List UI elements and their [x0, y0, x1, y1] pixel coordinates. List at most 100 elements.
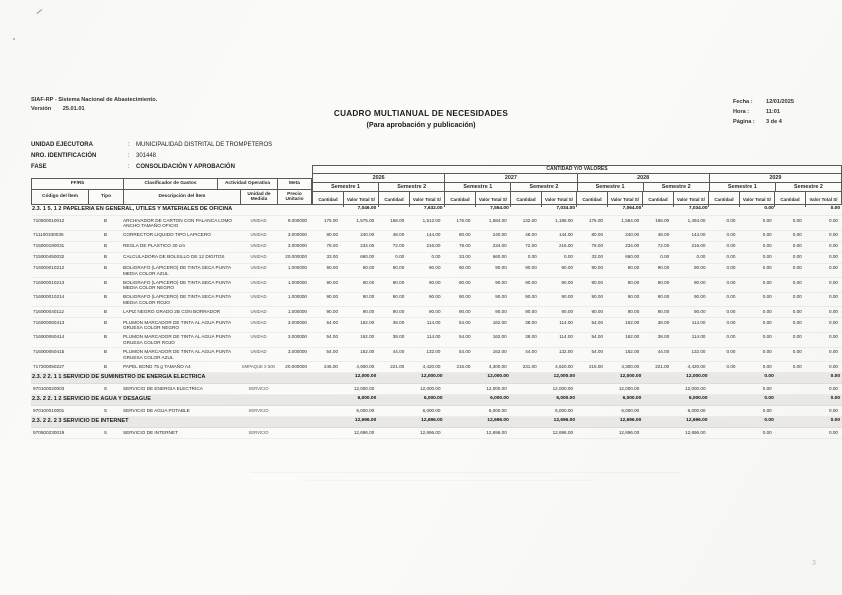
item-valor-cell: 0.00	[829, 349, 838, 355]
report-subtitle: (Para aprobación y publicación)	[366, 120, 476, 129]
item-cantidad-cell: 231.00	[522, 363, 537, 369]
item-valor-cell: 6,000.00	[621, 407, 640, 413]
item-description-cell: CORRECTOR LIQUIDO TIPO LAPICERO	[123, 232, 211, 238]
item-cantidad-cell: 90.00	[525, 265, 537, 271]
item-unidad-cell: SERVICIO	[248, 429, 269, 435]
section-valor-total-cell: 12,696.00	[619, 418, 642, 424]
item-cantidad-cell: 90.00	[657, 294, 670, 300]
item-cantidad-cell: 0.00	[792, 308, 802, 314]
year-header: 2029	[769, 175, 782, 181]
item-precio-cell: 9.000000	[287, 217, 307, 223]
item-cantidad-cell: 54.00	[459, 334, 471, 340]
item-cantidad-cell: 90.00	[591, 265, 604, 271]
section-valor-total-cell: 0.00	[764, 396, 774, 402]
item-cantidad-cell: 0.00	[726, 265, 736, 271]
item-valor-cell: 162.00	[492, 349, 507, 355]
section-valor-total-cell: 0.00	[830, 396, 840, 402]
item-cantidad-cell: 90.00	[392, 308, 405, 314]
item-valor-cell: 90.00	[627, 308, 640, 314]
item-valor-cell: 4,620.00	[555, 363, 573, 369]
header-tipo: Tipo	[89, 190, 124, 204]
item-valor-cell: 144.00	[558, 232, 573, 238]
item-cantidad-cell: 54.00	[326, 319, 339, 325]
item-cantidad-cell: 38.00	[392, 334, 405, 340]
item-cantidad-cell: 90.00	[657, 308, 670, 314]
section-valor-total-cell: 6,000.00	[688, 396, 708, 402]
item-valor-cell: 0.00	[762, 294, 772, 300]
cantidad-header: Cantidad	[379, 192, 410, 207]
item-cantidad-cell: 0.00	[792, 254, 802, 260]
item-code-cell: 711100330035	[33, 232, 64, 238]
item-valor-cell: 0.00	[762, 363, 772, 369]
item-cantidad-cell: 38.00	[525, 334, 537, 340]
item-tipo-cell: S	[103, 407, 108, 413]
item-valor-cell: 0.00	[829, 429, 838, 435]
item-cantidad-cell: 72.00	[525, 243, 537, 249]
year-header: 2026	[313, 174, 446, 182]
item-valor-cell: 1,575.00	[356, 217, 375, 223]
item-tipo-cell: B	[103, 243, 108, 249]
table-row: 970500230019 S SERVICIO DE INTERNET SERVICI…	[31, 428, 842, 440]
item-valor-cell: 90.00	[561, 308, 574, 314]
item-cantidad-cell: 48.00	[392, 232, 405, 238]
item-valor-cell: 6,000.00	[422, 407, 441, 413]
section-valor-total-cell: 6,000.00	[556, 396, 575, 402]
item-cantidad-cell: 0.00	[792, 363, 802, 369]
item-valor-cell: 90.00	[694, 294, 706, 300]
item-cantidad-cell: 221.00	[390, 363, 405, 369]
item-valor-cell: 0.00	[762, 308, 772, 314]
section-valor-total-cell: 7,034.00	[556, 206, 575, 211]
item-tipo-cell: B	[103, 217, 108, 223]
item-valor-cell: 1,494.00	[687, 217, 706, 223]
item-description-cell: SERVICIO DE AGUA POTABLE	[123, 407, 190, 413]
item-valor-cell: 234.00	[492, 243, 507, 249]
item-unidad-cell: UNIDAD	[250, 243, 267, 249]
item-valor-cell: 90.00	[495, 265, 507, 271]
app-name: SIAF-RP - Sistema Nacional de Abastecimi…	[31, 97, 158, 103]
item-valor-cell: 12,000.00	[420, 385, 441, 391]
section-valor-total-cell: 12,696.00	[354, 418, 377, 424]
header-meta: Meta	[289, 181, 300, 187]
field-colon: :	[128, 153, 130, 160]
item-valor-cell: 90.00	[429, 294, 441, 300]
cantidad-header: Cantidad	[775, 192, 806, 207]
item-description-cell: CALCULADORA DE BOLSILLO DE 12 DIGITOS	[123, 254, 225, 260]
cantidad-header: Cantidad	[445, 192, 476, 207]
section-valor-total-cell: 7,034.00	[688, 206, 708, 211]
item-cantidad-cell: 72.00	[392, 243, 405, 249]
item-valor-cell: 0.00	[762, 232, 772, 238]
section-row: 2.3. 2 2. 1 2 SERVICIO DE AGUA Y DESAGUE…	[31, 395, 842, 407]
item-description-cell: PLUMON MARCADOR DE TINTA AL AGUA PUNTA G…	[123, 319, 231, 331]
item-valor-cell: 1,188.00	[555, 217, 573, 223]
item-valor-cell: 90.00	[561, 265, 574, 271]
table-row: 716000060413 B PLUMON MARCADOR DE TINTA AL…	[31, 318, 842, 333]
item-cantidad-cell: 0.00	[726, 254, 736, 260]
section-valor-total-cell: 6,000.00	[622, 396, 642, 402]
app-identity: SIAF-RP - Sistema Nacional de Abastecimi…	[31, 96, 157, 114]
item-valor-cell: 0.00	[829, 363, 838, 369]
item-cantidad-cell: 38.00	[657, 334, 670, 340]
section-row: 2.3. 2 2. 1 1 SERVICIO DE SUMINISTRO DE …	[31, 373, 842, 385]
table-row: 710500010012 B ARCHIVADOR DE CARTON CON PA…	[31, 216, 842, 231]
item-cantidad-cell: 0.00	[792, 243, 802, 249]
item-code-cell: 970100020003	[33, 385, 65, 391]
item-cantidad-cell: 44.00	[657, 349, 670, 355]
item-valor-cell: 90.00	[627, 279, 640, 285]
item-precio-cell: 1.000000	[287, 294, 307, 300]
version-value: 25.01.01	[62, 105, 85, 112]
item-valor-cell: 0.00	[829, 407, 838, 413]
section-title: 2.3. 2 2. 1 1 SERVICIO DE SUMINISTRO DE …	[32, 374, 206, 381]
item-valor-cell: 144.00	[691, 232, 706, 238]
item-valor-cell: 90.00	[694, 265, 706, 271]
item-valor-cell: 114.00	[691, 334, 706, 340]
section-valor-total-cell: 0.00	[830, 418, 840, 424]
item-cantidad-cell: 215.00	[588, 363, 603, 369]
semester-1-header: Semestre 1	[578, 183, 644, 191]
item-cantidad-cell: 90.00	[326, 308, 339, 314]
table-row: 715000190031 B REGLA DE PLASTICO 30 cm UNID…	[31, 242, 842, 253]
item-cantidad-cell: 90.00	[591, 308, 604, 314]
item-precio-cell: 3.000000	[287, 349, 307, 355]
item-valor-cell: 162.00	[625, 349, 640, 355]
hora-label: Hora :	[733, 109, 750, 115]
item-valor-cell: 240.00	[625, 232, 640, 238]
